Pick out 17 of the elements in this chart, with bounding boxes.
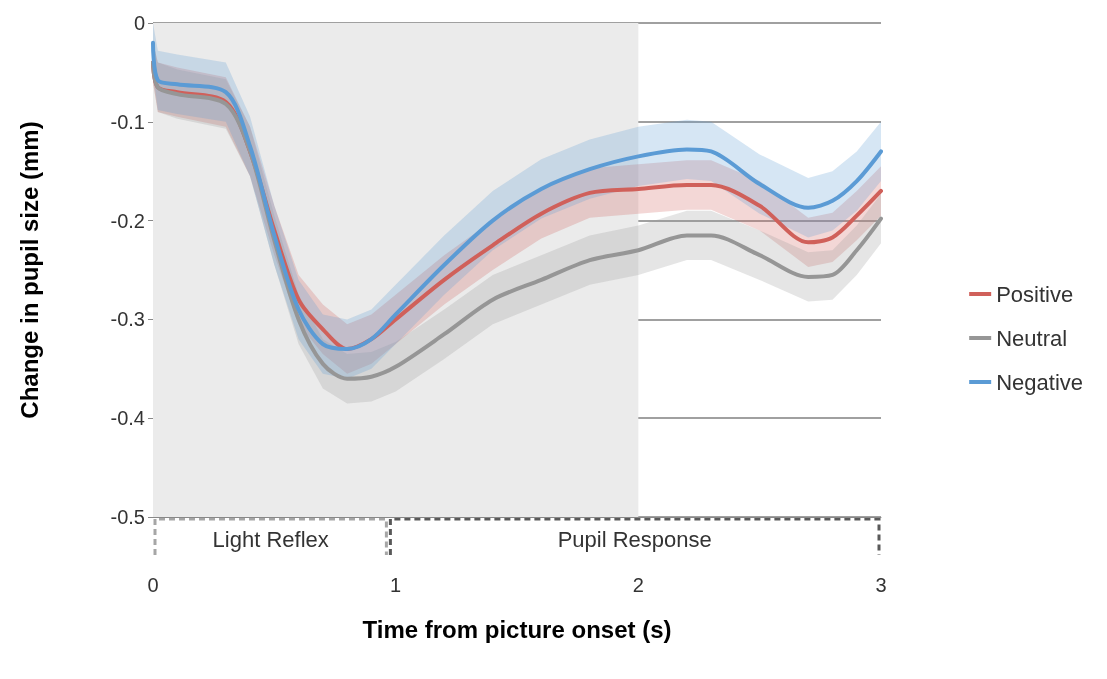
y-tick-label: -0.2 (110, 209, 145, 232)
y-tick-label: -0.4 (110, 407, 145, 430)
annotation: Pupil Response (557, 526, 712, 552)
x-tick-label: 1 (390, 574, 402, 596)
legend-label: Negative (996, 369, 1084, 395)
y-tick-label: 0 (133, 12, 145, 34)
y-tick-label: -0.5 (110, 506, 145, 528)
y-axis-title: Change in pupil size (mm) (15, 121, 43, 419)
annotation: Light Reflex (212, 526, 329, 552)
y-tick-label: -0.1 (110, 110, 145, 133)
legend-label: Neutral (996, 325, 1068, 351)
x-tick-label: 0 (147, 574, 159, 596)
x-tick-label: 3 (875, 574, 887, 596)
legend-label: Positive (996, 281, 1074, 307)
x-tick-label: 2 (632, 574, 644, 596)
y-tick-label: -0.3 (110, 308, 145, 331)
x-axis-title: Time from picture onset (s) (362, 615, 672, 643)
